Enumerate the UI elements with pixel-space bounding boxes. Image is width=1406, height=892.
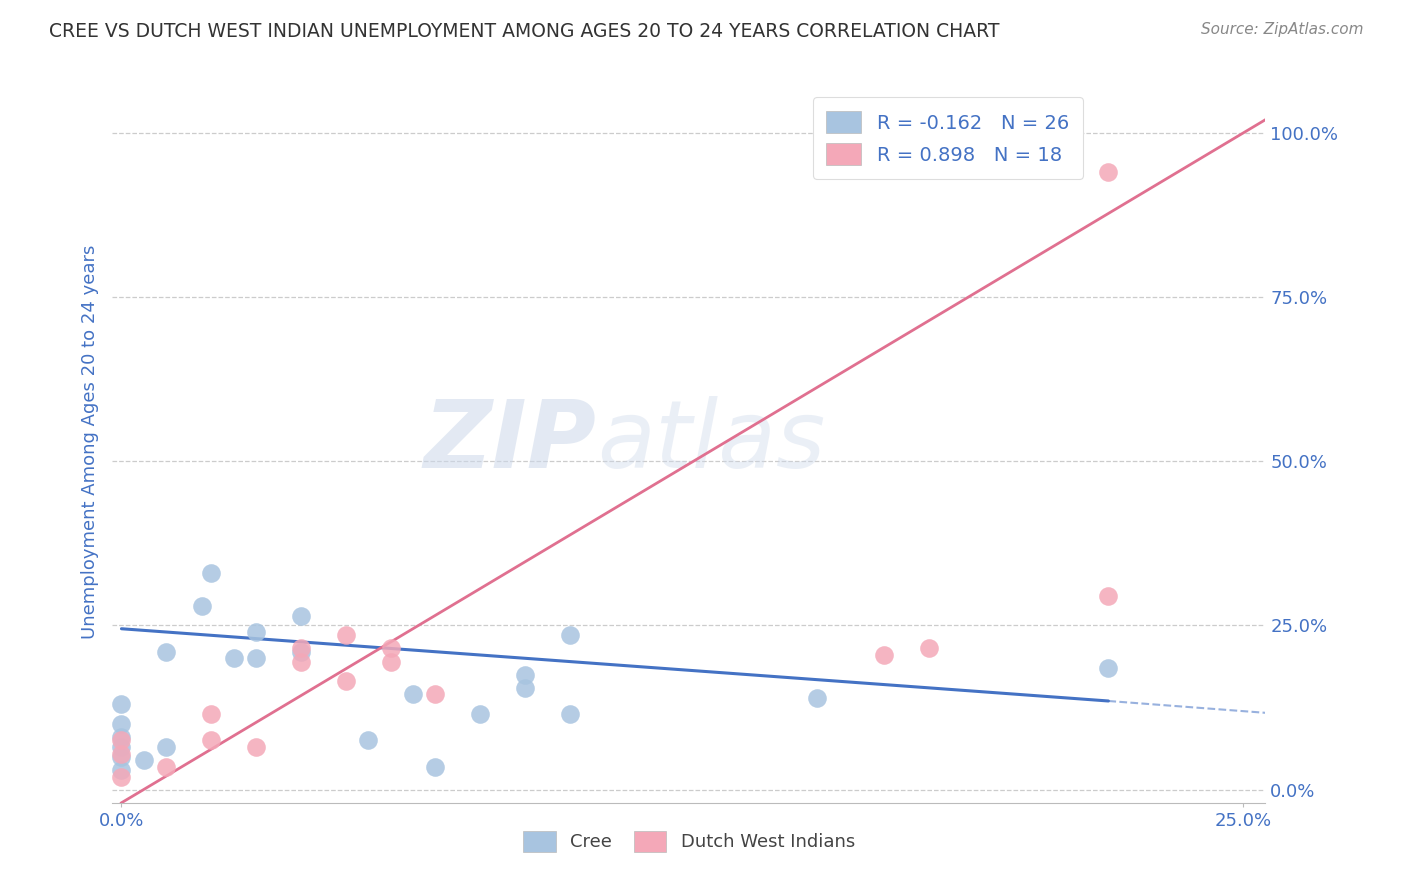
Text: atlas: atlas bbox=[596, 396, 825, 487]
Point bbox=[155, 645, 177, 659]
Point bbox=[110, 717, 132, 731]
Point bbox=[290, 641, 312, 656]
Point bbox=[110, 749, 132, 764]
Point bbox=[110, 770, 132, 784]
Point bbox=[155, 739, 177, 754]
Text: ZIP: ZIP bbox=[423, 395, 596, 488]
Point bbox=[515, 681, 537, 695]
Point bbox=[110, 747, 132, 761]
Point bbox=[357, 733, 380, 747]
Point bbox=[245, 625, 267, 640]
Point bbox=[402, 687, 425, 701]
Point bbox=[335, 674, 357, 689]
Point bbox=[290, 655, 312, 669]
Point bbox=[515, 667, 537, 681]
Point bbox=[200, 733, 222, 747]
Text: CREE VS DUTCH WEST INDIAN UNEMPLOYMENT AMONG AGES 20 TO 24 YEARS CORRELATION CHA: CREE VS DUTCH WEST INDIAN UNEMPLOYMENT A… bbox=[49, 22, 1000, 41]
Point bbox=[425, 687, 447, 701]
Point bbox=[290, 608, 312, 623]
Point bbox=[425, 760, 447, 774]
Point bbox=[155, 760, 177, 774]
Y-axis label: Unemployment Among Ages 20 to 24 years: Unemployment Among Ages 20 to 24 years bbox=[80, 244, 98, 639]
Point bbox=[191, 599, 214, 613]
Point bbox=[110, 739, 132, 754]
Point bbox=[1097, 589, 1119, 603]
Point bbox=[200, 707, 222, 722]
Point bbox=[335, 628, 357, 642]
Point bbox=[558, 707, 581, 722]
Point bbox=[222, 651, 245, 665]
Point bbox=[380, 641, 402, 656]
Legend: Cree, Dutch West Indians: Cree, Dutch West Indians bbox=[516, 823, 862, 859]
Point bbox=[873, 648, 896, 662]
Point bbox=[200, 566, 222, 580]
Point bbox=[245, 651, 267, 665]
Point bbox=[918, 641, 941, 656]
Point bbox=[806, 690, 828, 705]
Point bbox=[1097, 661, 1119, 675]
Point bbox=[110, 733, 132, 747]
Point bbox=[110, 698, 132, 712]
Point bbox=[132, 753, 155, 767]
Point bbox=[470, 707, 492, 722]
Point bbox=[110, 730, 132, 744]
Point bbox=[1097, 165, 1119, 179]
Text: Source: ZipAtlas.com: Source: ZipAtlas.com bbox=[1201, 22, 1364, 37]
Point bbox=[380, 655, 402, 669]
Point bbox=[245, 739, 267, 754]
Point bbox=[558, 628, 581, 642]
Point bbox=[110, 763, 132, 777]
Point bbox=[290, 645, 312, 659]
